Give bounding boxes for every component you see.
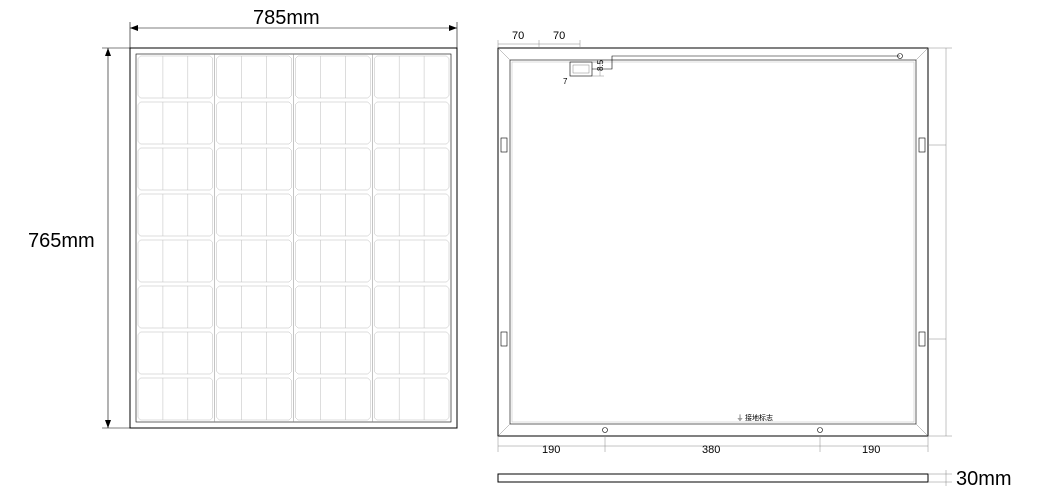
side-view	[0, 0, 1060, 500]
side-thickness-label: 30mm	[956, 468, 1012, 491]
drawing-canvas: 785mm 765mm ⏚	[0, 0, 1060, 500]
